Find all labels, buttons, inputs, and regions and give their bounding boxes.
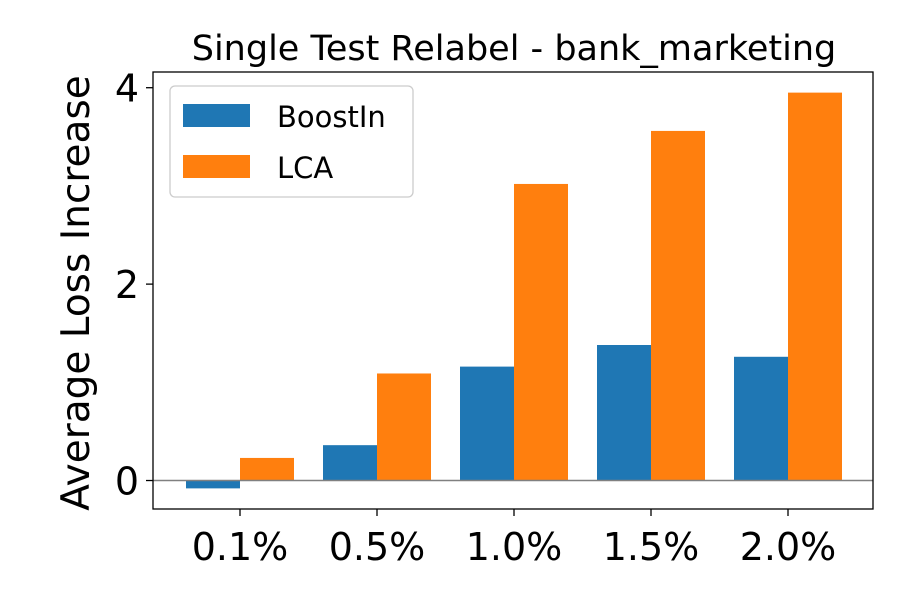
legend-swatch-boostin	[183, 104, 250, 127]
x-tick-label-5: 2.0%	[740, 525, 837, 569]
x-tick-label-4: 1.5%	[603, 525, 700, 569]
y-tick-label-3: 4	[115, 67, 139, 111]
x-tick-label-1: 0.1%	[192, 525, 289, 569]
y-tick-label-2: 2	[115, 263, 139, 307]
bar-lca-4	[651, 130, 705, 481]
x-tick-label-3: 1.0%	[466, 525, 563, 569]
bar-boostin-2	[323, 445, 377, 481]
plot-frame	[152, 71, 874, 510]
legend-label-lca: LCA	[277, 151, 333, 185]
bar-boostin-3	[460, 366, 514, 481]
bar-boostin-5	[734, 356, 788, 481]
bar-lca-3	[514, 183, 568, 481]
chart-title: Single Test Relabel - bank_marketing	[192, 29, 837, 69]
y-axis-label: Average Loss Increase	[54, 75, 99, 511]
legend-swatch-lca	[183, 155, 250, 178]
bar-boostin-4	[597, 345, 651, 481]
x-tick-label-2: 0.5%	[329, 525, 426, 569]
plot-area: 0.1% 0.5% 1.0% 1.5% 2.0% 0 2 4	[115, 67, 873, 569]
bar-lca-5	[788, 92, 842, 481]
legend: BoostIn LCA	[169, 85, 414, 198]
y-tick-label-1: 0	[115, 460, 139, 504]
bar-boostin-1	[186, 480, 240, 489]
bar-lca-2	[377, 373, 431, 481]
legend-label-boostin: BoostIn	[277, 100, 386, 134]
bar-lca-1	[240, 457, 294, 481]
